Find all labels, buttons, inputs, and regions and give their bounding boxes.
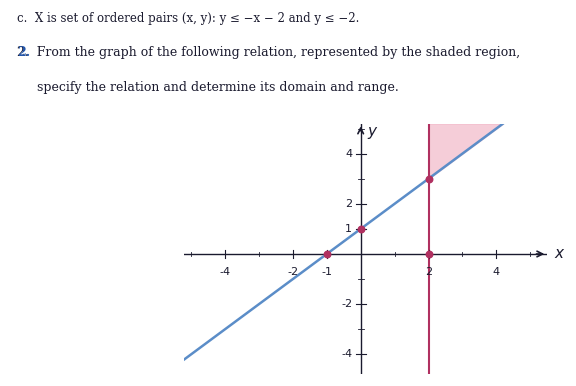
Text: specify the relation and determine its domain and range.: specify the relation and determine its d… — [17, 81, 399, 94]
Text: 2.: 2. — [17, 46, 31, 59]
Text: -2: -2 — [341, 299, 352, 309]
Text: 4: 4 — [345, 149, 352, 159]
Text: 4: 4 — [492, 266, 500, 276]
Text: $\it{x}$: $\it{x}$ — [554, 247, 566, 261]
Text: 2.  From the graph of the following relation, represented by the shaded region,: 2. From the graph of the following relat… — [17, 46, 520, 59]
Point — [356, 226, 365, 232]
Text: -2: -2 — [287, 266, 298, 276]
Point — [322, 251, 331, 257]
Point — [424, 176, 433, 182]
Text: $\it{y}$: $\it{y}$ — [367, 125, 379, 141]
Point — [424, 251, 433, 257]
Text: -1: -1 — [321, 266, 332, 276]
Text: 1: 1 — [345, 224, 352, 234]
Text: -4: -4 — [341, 349, 352, 359]
Text: 2: 2 — [425, 266, 432, 276]
Text: -4: -4 — [219, 266, 230, 276]
Text: 2: 2 — [345, 199, 352, 209]
Text: c.  X is set of ordered pairs (x, y): y ≤ −x − 2 and y ≤ −2.: c. X is set of ordered pairs (x, y): y ≤… — [17, 12, 359, 25]
